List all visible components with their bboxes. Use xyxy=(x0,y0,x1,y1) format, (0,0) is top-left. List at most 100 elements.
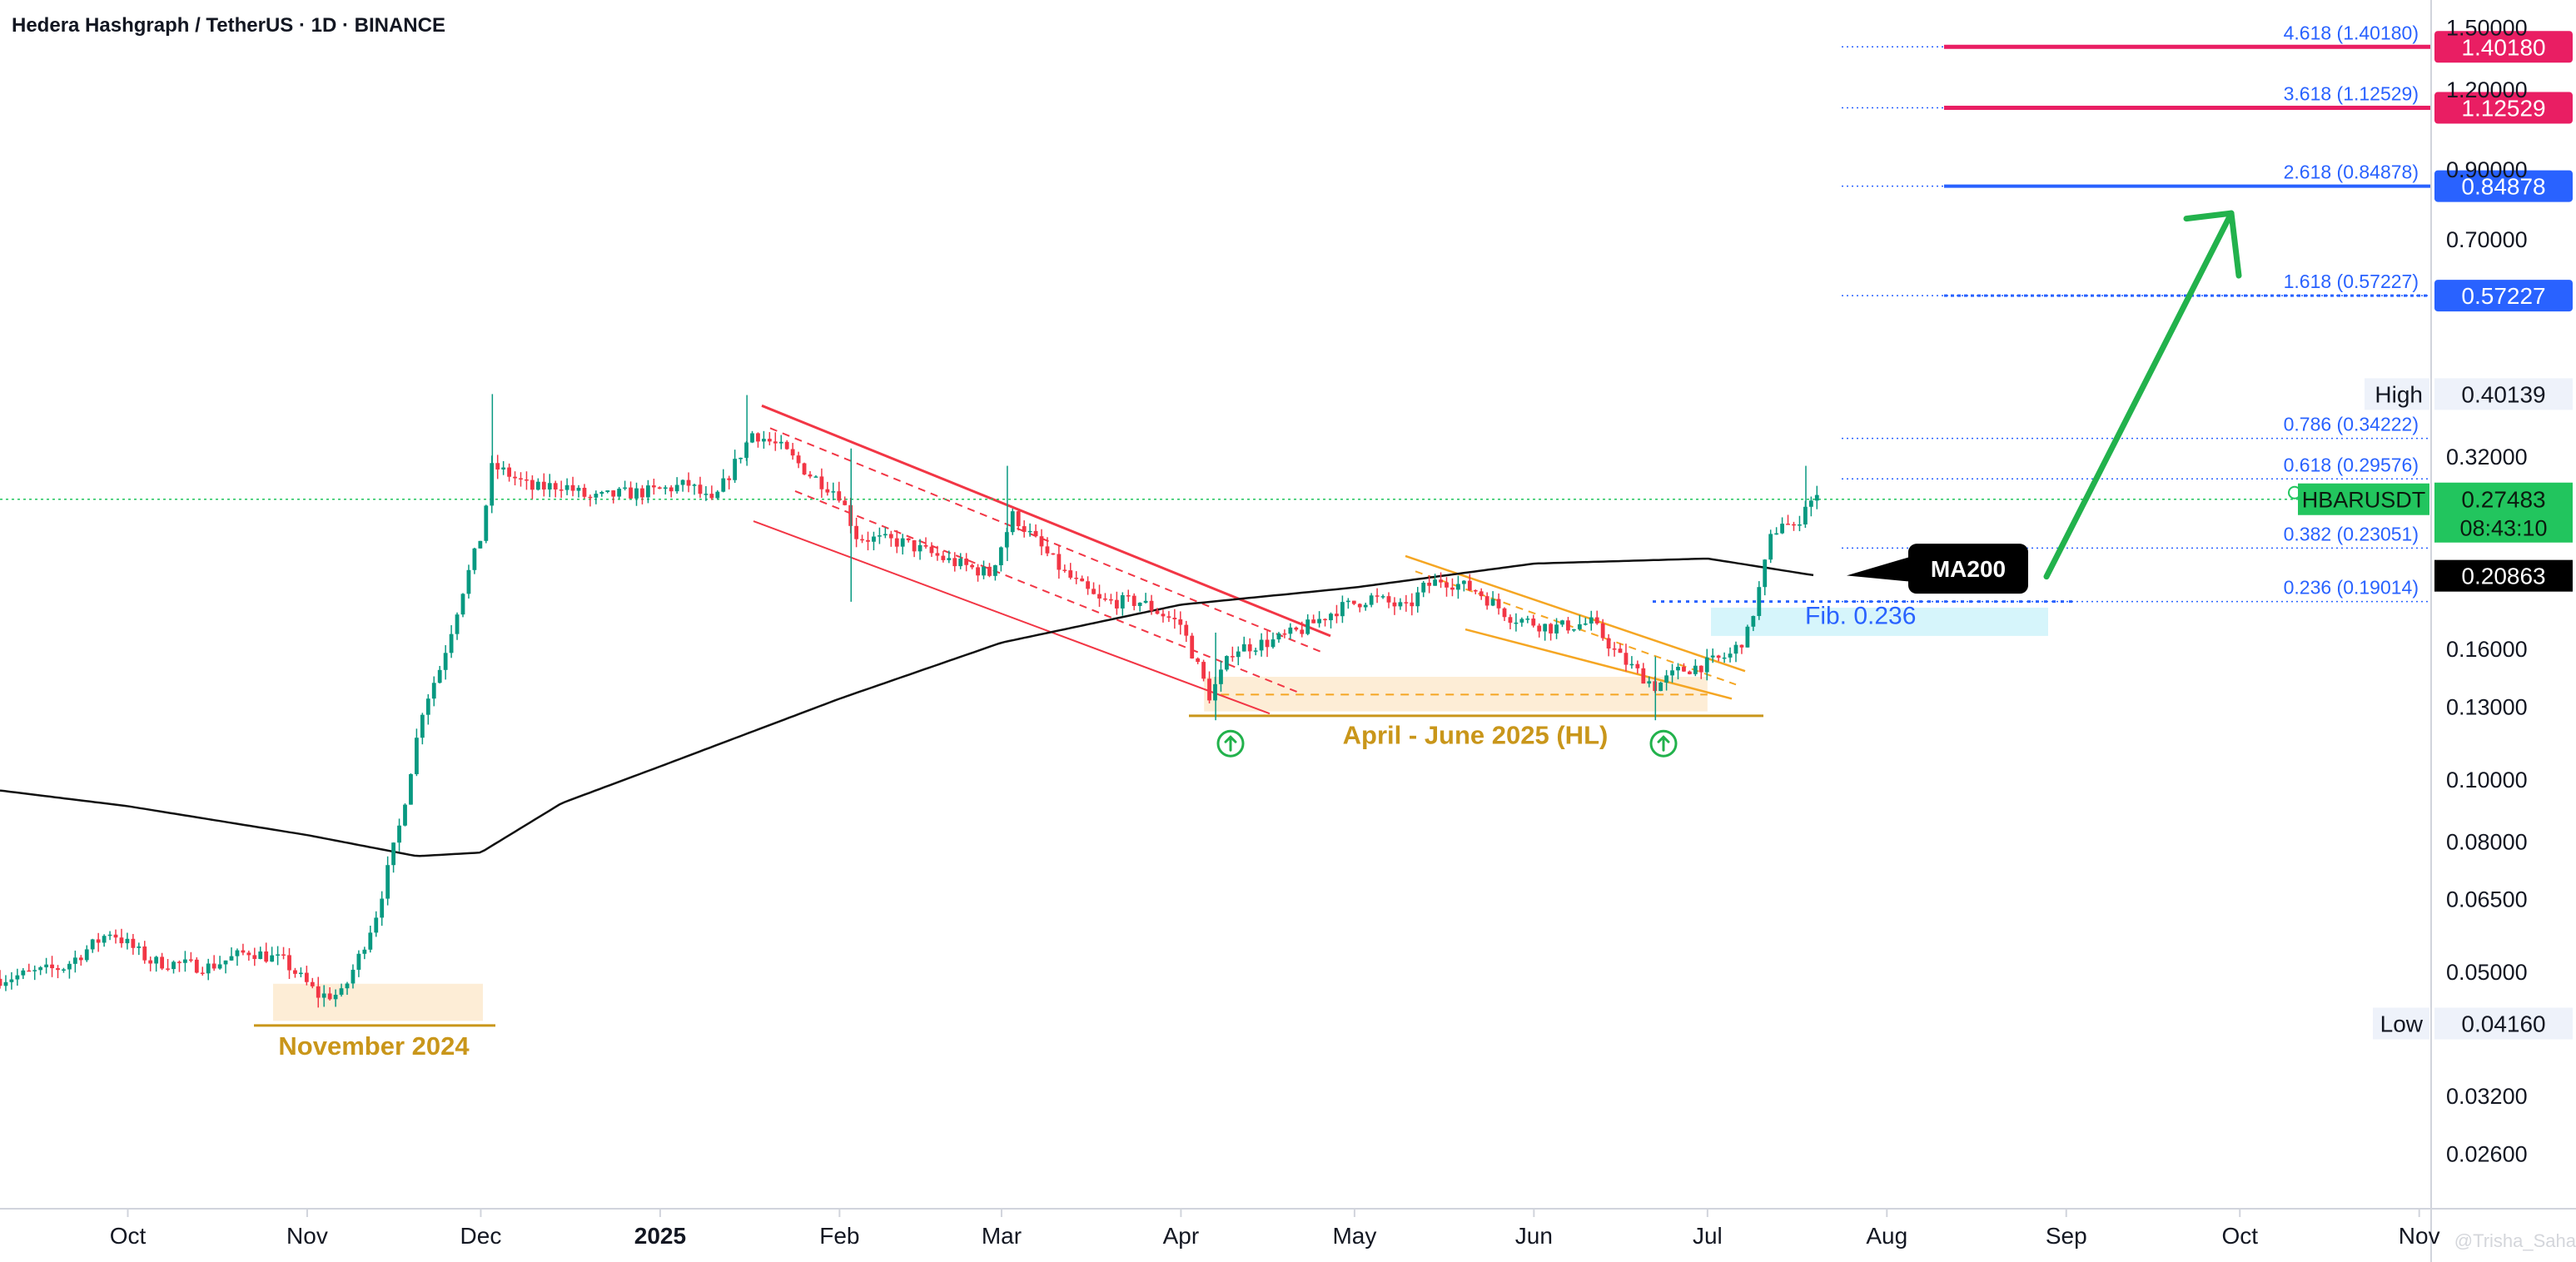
candle xyxy=(1178,611,1183,635)
y-tick-label: 0.10000 xyxy=(2446,768,2528,792)
candle-body xyxy=(547,483,552,490)
candle-body xyxy=(1345,600,1350,603)
candle-body xyxy=(738,457,743,460)
candle xyxy=(634,482,639,506)
channel-lower xyxy=(753,520,1271,715)
candle xyxy=(1131,593,1136,611)
candle-body xyxy=(148,960,153,964)
candle-body xyxy=(1421,582,1426,593)
candle-body xyxy=(1698,665,1703,673)
candle xyxy=(84,945,89,962)
candle-body xyxy=(1375,595,1380,597)
candle xyxy=(1288,623,1293,639)
candle-body xyxy=(750,433,754,443)
candle xyxy=(443,645,448,680)
nov-zone xyxy=(273,983,483,1021)
candle-body xyxy=(310,981,315,986)
candle xyxy=(1647,676,1652,688)
candle-body xyxy=(1780,524,1784,534)
candle-body xyxy=(935,553,940,556)
candle-body xyxy=(1733,644,1738,654)
candle-body xyxy=(1641,668,1646,684)
candle-body xyxy=(229,956,234,961)
candle xyxy=(878,527,882,544)
candle xyxy=(1351,600,1356,605)
candle-body xyxy=(1114,599,1119,609)
candle xyxy=(1323,618,1327,627)
candle xyxy=(611,489,616,504)
candle-body xyxy=(420,714,425,738)
candle xyxy=(669,484,674,498)
candle-body xyxy=(206,963,211,974)
candle-body xyxy=(796,455,801,464)
candle xyxy=(935,545,940,561)
higher-low-marker-icon xyxy=(1649,729,1678,758)
candle xyxy=(304,966,309,986)
candle xyxy=(1190,633,1195,659)
marker-arrow xyxy=(1224,735,1237,752)
x-tick-label: 2025 xyxy=(634,1223,686,1249)
candle xyxy=(1074,571,1079,584)
candle xyxy=(1543,624,1548,641)
candle xyxy=(90,938,95,953)
candle xyxy=(333,989,338,1007)
candle-body xyxy=(1704,657,1709,673)
candle xyxy=(1386,592,1391,609)
candle xyxy=(1439,572,1443,589)
candle-body xyxy=(1340,602,1345,617)
candle xyxy=(1265,630,1270,658)
candle xyxy=(964,553,969,572)
wedge-upper xyxy=(1405,554,1746,673)
candle-body xyxy=(362,949,367,954)
candle xyxy=(148,956,153,971)
current-price-box xyxy=(2434,482,2573,543)
candle xyxy=(987,563,992,578)
candle xyxy=(1230,646,1235,662)
candle-body xyxy=(1554,624,1559,633)
candle-body xyxy=(1201,662,1206,679)
candle-body xyxy=(651,485,656,488)
fib-label: 0.382 (0.23051) xyxy=(2284,523,2419,544)
candle xyxy=(403,803,407,827)
candle-body xyxy=(403,804,407,826)
candle xyxy=(773,432,778,451)
high-tag-bg xyxy=(2365,378,2429,410)
candle xyxy=(738,457,743,464)
candle-body xyxy=(1404,602,1409,604)
candle-body xyxy=(1572,629,1576,631)
candle xyxy=(1733,641,1738,663)
candle-body xyxy=(1682,667,1686,672)
candle-body xyxy=(1716,655,1721,658)
candle-body xyxy=(1688,671,1692,674)
fib-price-tag xyxy=(2434,31,2573,63)
candle-body xyxy=(38,966,43,971)
candle-body xyxy=(1010,511,1015,533)
candle xyxy=(958,553,963,569)
candle xyxy=(756,432,760,448)
candle xyxy=(0,970,2,989)
candle-body xyxy=(1259,639,1264,651)
alert-icon xyxy=(2288,485,2301,499)
x-tick-label: Dec xyxy=(460,1223,502,1249)
candle-body xyxy=(1525,619,1530,620)
candle-body xyxy=(241,950,246,953)
fib-label: 3.618 (1.12529) xyxy=(2284,83,2419,105)
candle-body xyxy=(564,484,569,490)
candle-body xyxy=(646,485,650,498)
candle xyxy=(1808,496,1813,517)
candle xyxy=(258,946,263,960)
candle xyxy=(906,538,911,543)
candle-body xyxy=(1166,616,1171,619)
candle-body xyxy=(1479,591,1484,597)
candle-body xyxy=(21,970,26,976)
candle-body xyxy=(466,569,471,594)
candle-body xyxy=(258,951,263,959)
candle-body xyxy=(293,970,297,974)
candle xyxy=(525,471,529,490)
candle-body xyxy=(1120,595,1125,609)
candle xyxy=(541,473,546,497)
x-tick-label: Apr xyxy=(1163,1223,1200,1249)
ma200-line xyxy=(0,557,1814,857)
candle-body xyxy=(472,548,477,570)
candle xyxy=(339,983,344,997)
